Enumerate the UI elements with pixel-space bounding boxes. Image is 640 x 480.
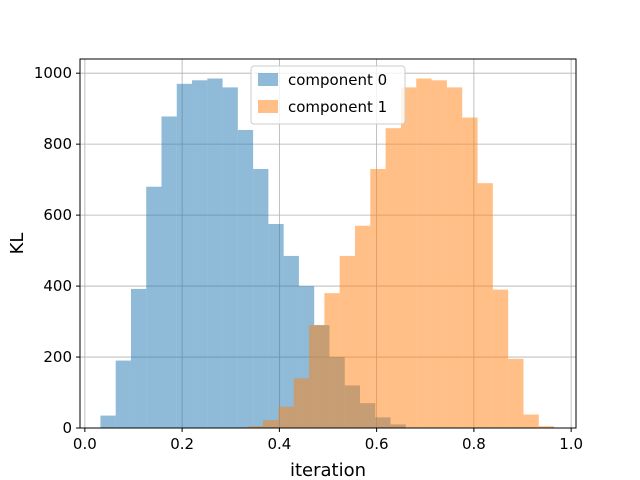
legend-label-component-0: component 0: [288, 71, 387, 89]
histogram-bar: [192, 80, 208, 429]
series-1-bars: [247, 78, 555, 429]
histogram-bar: [462, 117, 478, 428]
histogram-bar: [339, 255, 355, 428]
histogram-bar: [253, 168, 269, 428]
y-tick-label: 800: [43, 135, 72, 153]
histogram-bar: [207, 78, 223, 429]
histogram-bar: [523, 414, 539, 428]
histogram-bar: [146, 186, 162, 428]
y-tick-label: 0: [62, 419, 72, 437]
y-tick-label: 200: [43, 348, 72, 366]
histogram-bar: [492, 289, 509, 428]
histogram-bar: [237, 129, 254, 428]
histogram-bar: [508, 358, 524, 428]
x-tick-label: 0.2: [170, 435, 194, 453]
y-tick-label: 600: [43, 206, 72, 224]
x-tick-label: 0.4: [267, 435, 291, 453]
x-tick-label: 0.0: [73, 435, 97, 453]
histogram-bar: [538, 426, 555, 428]
x-tick-label: 1.0: [559, 435, 583, 453]
histogram-bar: [222, 87, 238, 428]
histogram-bar: [268, 223, 284, 428]
histogram-bar: [416, 78, 432, 429]
histogram-bar: [115, 360, 131, 428]
histogram-bar: [431, 80, 447, 429]
y-tick-label: 400: [43, 277, 72, 295]
histogram-bar: [477, 183, 493, 428]
histogram-bar: [263, 420, 279, 428]
histogram-bar: [293, 378, 310, 428]
histogram-bar: [130, 288, 147, 428]
histogram-bar: [309, 325, 325, 428]
histogram-bar: [385, 128, 401, 428]
y-axis-label: KL: [7, 233, 28, 255]
legend-box: [250, 65, 406, 125]
histogram-bar: [324, 293, 340, 428]
histogram-bar: [100, 415, 116, 428]
histogram-bars: [100, 78, 555, 429]
legend-swatch-component-0: [258, 73, 278, 86]
histogram-bar: [176, 83, 193, 428]
x-tick-label: 0.8: [462, 435, 486, 453]
x-tick-label: 0.6: [365, 435, 389, 453]
histogram-bar: [370, 168, 386, 428]
histogram-bar: [400, 87, 417, 428]
histogram-bar: [446, 87, 463, 428]
histogram-bar: [161, 116, 177, 428]
axes-frame: [79, 58, 577, 429]
legend: component 0 component 1: [250, 65, 406, 125]
histogram-bar: [247, 426, 264, 428]
legend-label-component-1: component 1: [288, 98, 387, 116]
axis-ticks: 0.0 0.2 0.4 0.6 0.8 1.0 0 200 400 600 800 1000: [34, 64, 583, 453]
x-axis-label: iteration: [290, 460, 366, 480]
legend-swatch-component-1: [258, 100, 278, 113]
y-tick-label: 1000: [34, 64, 72, 82]
histogram-bar: [354, 225, 371, 428]
histogram-bar: [278, 406, 294, 428]
